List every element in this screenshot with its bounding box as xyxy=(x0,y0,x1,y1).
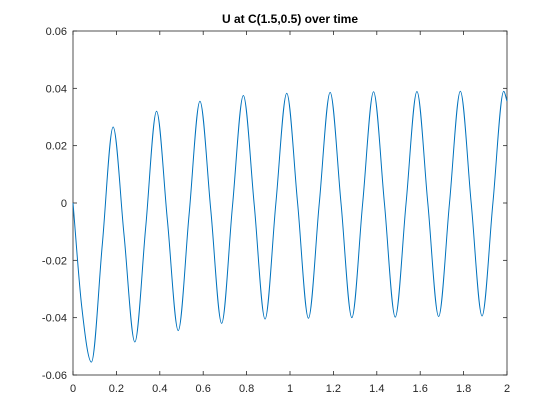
x-tick-label: 1.2 xyxy=(326,383,341,395)
y-tick-label: -0.04 xyxy=(42,313,67,325)
x-axis: 0 0.2 0.4 0.6 0.8 1 1.2 1.4 1.6 1.8 2 xyxy=(70,31,510,395)
x-tick-label: 1 xyxy=(287,383,293,395)
y-tick-label: 0.06 xyxy=(46,26,67,38)
x-tick-label: 0.6 xyxy=(196,383,211,395)
x-tick-label: 0.4 xyxy=(152,383,167,395)
y-tick-label: -0.06 xyxy=(42,370,67,382)
y-tick-label: 0.02 xyxy=(46,141,67,153)
y-axis: -0.06 -0.04 -0.02 0 0.02 0.04 0.06 xyxy=(42,26,507,382)
y-tick-label: 0.04 xyxy=(46,83,67,95)
chart-title: U at C(1.5,0.5) over time xyxy=(222,12,358,26)
x-tick-label: 0.2 xyxy=(109,383,124,395)
x-tick-label: 1.8 xyxy=(456,383,471,395)
series-layer xyxy=(72,90,508,363)
x-tick-label: 2 xyxy=(504,383,510,395)
x-tick-label: 0.8 xyxy=(239,383,254,395)
y-tick-label: -0.02 xyxy=(42,255,67,267)
series-line xyxy=(72,90,508,363)
y-tick-label: 0 xyxy=(61,198,67,210)
x-tick-label: 1.6 xyxy=(413,383,428,395)
x-tick-label: 0 xyxy=(70,383,76,395)
plot-area xyxy=(72,30,508,376)
x-tick-label: 1.4 xyxy=(369,383,384,395)
